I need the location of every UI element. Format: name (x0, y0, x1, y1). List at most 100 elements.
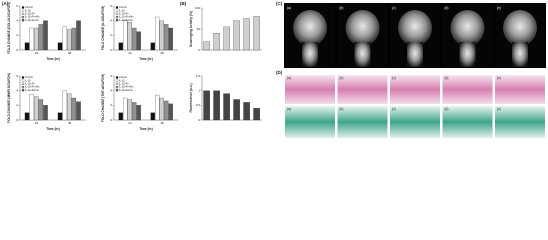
safranin-image (285, 106, 335, 138)
bar (155, 94, 160, 121)
bone-shaft (354, 42, 371, 67)
image-label: (c) (392, 6, 396, 10)
y-tick-label: 0 (110, 118, 112, 122)
bar (76, 20, 81, 51)
bar (76, 101, 81, 121)
legend-label: IL-1β+Ferrite (119, 19, 133, 22)
panel-label: (A) (2, 1, 9, 6)
bar (24, 42, 30, 51)
safranin-image (495, 106, 545, 138)
bar (127, 22, 132, 51)
he-image (390, 75, 440, 104)
bar (155, 16, 160, 51)
bar (233, 99, 240, 121)
legend-swatch (21, 82, 25, 86)
bar (43, 105, 48, 121)
bar (203, 90, 210, 121)
bar (136, 105, 141, 121)
legend-label: IL-1β+Fe+Mn (119, 16, 134, 19)
y-tick-label: 2 (16, 33, 18, 37)
bone (503, 10, 537, 46)
image-label: (b) (340, 107, 344, 111)
y-tick-label: 0 (16, 118, 18, 122)
y-tick-label: 4 (110, 88, 112, 92)
y-tick-label: 2 (110, 103, 112, 107)
legend-label: Control (119, 6, 127, 9)
bar (243, 18, 250, 51)
panel-label: (C) (276, 1, 283, 6)
bar (168, 103, 173, 121)
bar (67, 93, 72, 121)
legend-swatch (21, 85, 25, 89)
bar (213, 33, 220, 51)
y-tick-label: 4 (110, 18, 112, 22)
bar (118, 42, 123, 51)
bar (253, 16, 260, 51)
legend-swatch (21, 79, 25, 82)
image-label: (e) (497, 76, 501, 80)
image-label: (b) (340, 6, 344, 10)
x-tick-label: 24 (35, 51, 39, 55)
x-axis-label: Time (hr) (46, 57, 60, 61)
bar (150, 42, 155, 51)
bar (150, 112, 155, 121)
legend-swatch (21, 19, 25, 22)
legend-label: IL-1β (25, 9, 31, 12)
image-label: (a) (287, 107, 291, 111)
y-axis-label: FOLD CHANGE (MMP13/GAPDH) (7, 73, 11, 123)
legend-label: IL-1β+Ferrite (25, 89, 39, 92)
y-axis-label: Scavenging Activity (%) (189, 11, 193, 47)
legend-swatch (21, 16, 25, 19)
he-image (442, 75, 493, 104)
bar (132, 27, 137, 51)
x-axis-label: Time (hr) (139, 57, 153, 61)
bone-shaft (407, 42, 423, 67)
bar (159, 20, 164, 51)
bar (223, 26, 230, 51)
bar (136, 31, 141, 51)
image-label: (e) (497, 6, 501, 10)
x-axis-label: Time (hr) (139, 127, 153, 131)
y-tick-label: 50 (197, 27, 201, 31)
bar (159, 97, 164, 121)
legend-label: IL-1β+Fe+Mn (25, 16, 40, 19)
bar (123, 97, 128, 121)
bar (62, 90, 67, 121)
legend-swatch (115, 19, 119, 22)
page: (A) (B) (C) (D) 0 2 4 6 24 48 Control IL-1β IL-1β+Fe… (2, 1, 546, 138)
legend-swatch (21, 89, 25, 92)
bone-shaft (459, 42, 476, 67)
y-tick-label: 4 (16, 88, 18, 92)
bar (164, 24, 169, 51)
legend-swatch (115, 85, 119, 89)
bar (118, 112, 123, 121)
bar (71, 27, 77, 51)
y-tick-label: 0 (198, 118, 200, 122)
legend-label: IL-1β+Fe (25, 83, 35, 86)
bar (38, 99, 44, 121)
bar (57, 112, 63, 121)
legend-label: IL-1β+Fe (25, 13, 35, 16)
legend-swatch (115, 6, 119, 9)
bar (57, 42, 63, 51)
bar (168, 27, 173, 51)
legend-label: IL-1β+Fe (119, 13, 129, 16)
bar (62, 26, 67, 51)
x-tick-label: 24 (35, 121, 39, 125)
legend-label: Control (25, 76, 33, 79)
safranin-image (390, 106, 440, 138)
y-axis-label: FOLD CHANGE (IL-6/GAPDH) (101, 6, 105, 50)
legend-swatch (21, 6, 25, 9)
legend-label: Control (25, 6, 33, 9)
he-image (285, 75, 335, 104)
legend-label: IL-1β+Fe+Mn (119, 86, 134, 89)
legend-label: IL-1β (119, 79, 125, 82)
y-axis-label: FOLD CHANGE (COL2A1/GAPDH) (7, 2, 11, 53)
y-tick-label: 2 (110, 33, 112, 37)
bar (34, 27, 39, 51)
bar (123, 20, 128, 51)
panel-label: (D) (276, 70, 283, 75)
image-label: (c) (392, 76, 396, 80)
bone-shaft (512, 42, 528, 67)
